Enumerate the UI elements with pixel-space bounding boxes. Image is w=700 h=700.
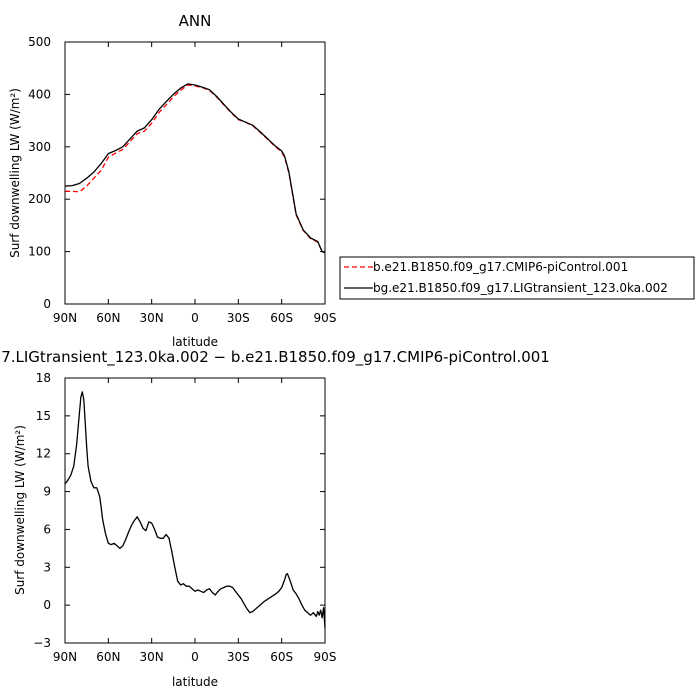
top-x-axis-label: latitude xyxy=(172,335,218,349)
top-x-tick-label-1: 60N xyxy=(96,311,120,325)
bottom-x-tick-label-6: 90S xyxy=(314,650,337,664)
legend: b.e21.B1850.f09_g17.CMIP6-piControl.001 … xyxy=(339,256,695,300)
bottom-x-tick-label-1: 60N xyxy=(96,650,120,664)
top-y-tick-label-1: 100 xyxy=(28,245,51,259)
bottom-x-tick-label-4: 30S xyxy=(227,650,250,664)
top-y-tick-label-0: 0 xyxy=(43,297,51,311)
bottom-chart-panel: bg.e21.B1850.f09_g17.LIGtransient_123.0k… xyxy=(0,348,550,689)
top-y-tick-label-5: 500 xyxy=(28,35,51,49)
bottom-y-tick-label-1: 0 xyxy=(43,598,51,612)
top-y-tick-label-4: 400 xyxy=(28,87,51,101)
bottom-x-tick-label-5: 60S xyxy=(270,650,293,664)
top-x-tick-label-5: 60S xyxy=(270,311,293,325)
legend-label-series-2: bg.e21.B1850.f09_g17.LIGtransient_123.0k… xyxy=(373,281,668,295)
bottom-y-tick-label-4: 9 xyxy=(43,485,51,499)
bottom-y-tick-label-6: 15 xyxy=(36,409,51,423)
bottom-y-axis-label: Surf downwelling LW (W/m²) xyxy=(13,425,27,595)
bottom-chart-title: bg.e21.B1850.f09_g17.LIGtransient_123.0k… xyxy=(0,348,550,367)
top-chart-title: ANN xyxy=(179,12,212,30)
bottom-x-tick-label-3: 0 xyxy=(191,650,199,664)
top-axes: 90N 60N 30N 0 30S 60S 90S 0 100 200 300 400 500 xyxy=(28,35,336,325)
top-y-axis-label: Surf downwelling LW (W/m²) xyxy=(8,88,22,258)
top-x-tick-label-0: 90N xyxy=(53,311,77,325)
bottom-plot-frame xyxy=(64,377,326,644)
bottom-x-tick-label-0: 90N xyxy=(53,650,77,664)
top-plot-frame xyxy=(64,41,326,305)
bottom-plot-area xyxy=(64,391,326,628)
top-series-line-0 xyxy=(65,84,326,254)
bottom-y-tick-label-2: 3 xyxy=(43,560,51,574)
bottom-x-tick-label-2: 30N xyxy=(140,650,164,664)
top-x-tick-label-3: 0 xyxy=(191,311,199,325)
bottom-x-axis-label: latitude xyxy=(172,675,218,689)
top-x-tick-label-4: 30S xyxy=(227,311,250,325)
top-chart-panel: ANN 90N 60N 30N 0 30S 60S 90S0100200300400500 … xyxy=(8,12,336,349)
top-series-line-1 xyxy=(64,83,326,254)
top-y-tick-label-3: 300 xyxy=(28,140,51,154)
top-plot-area xyxy=(64,83,326,254)
bottom-axes: 90N 60N 30N 0 30S 60S 90S −3 0 3 6 9 12 15 18 xyxy=(33,371,336,664)
top-y-tick-label-2: 200 xyxy=(28,192,51,206)
bottom-y-tick-label-7: 18 xyxy=(36,371,51,385)
top-x-tick-label-2: 30N xyxy=(140,311,164,325)
bottom-series-line-0 xyxy=(64,391,326,628)
legend-box xyxy=(339,256,695,300)
bottom-y-tick-label-0: −3 xyxy=(33,636,51,650)
bottom-y-tick-label-5: 12 xyxy=(36,447,51,461)
bottom-y-tick-label-3: 6 xyxy=(43,522,51,536)
top-x-tick-label-6: 90S xyxy=(314,311,337,325)
legend-label-series-1: b.e21.B1850.f09_g17.CMIP6-piControl.001 xyxy=(373,260,628,274)
